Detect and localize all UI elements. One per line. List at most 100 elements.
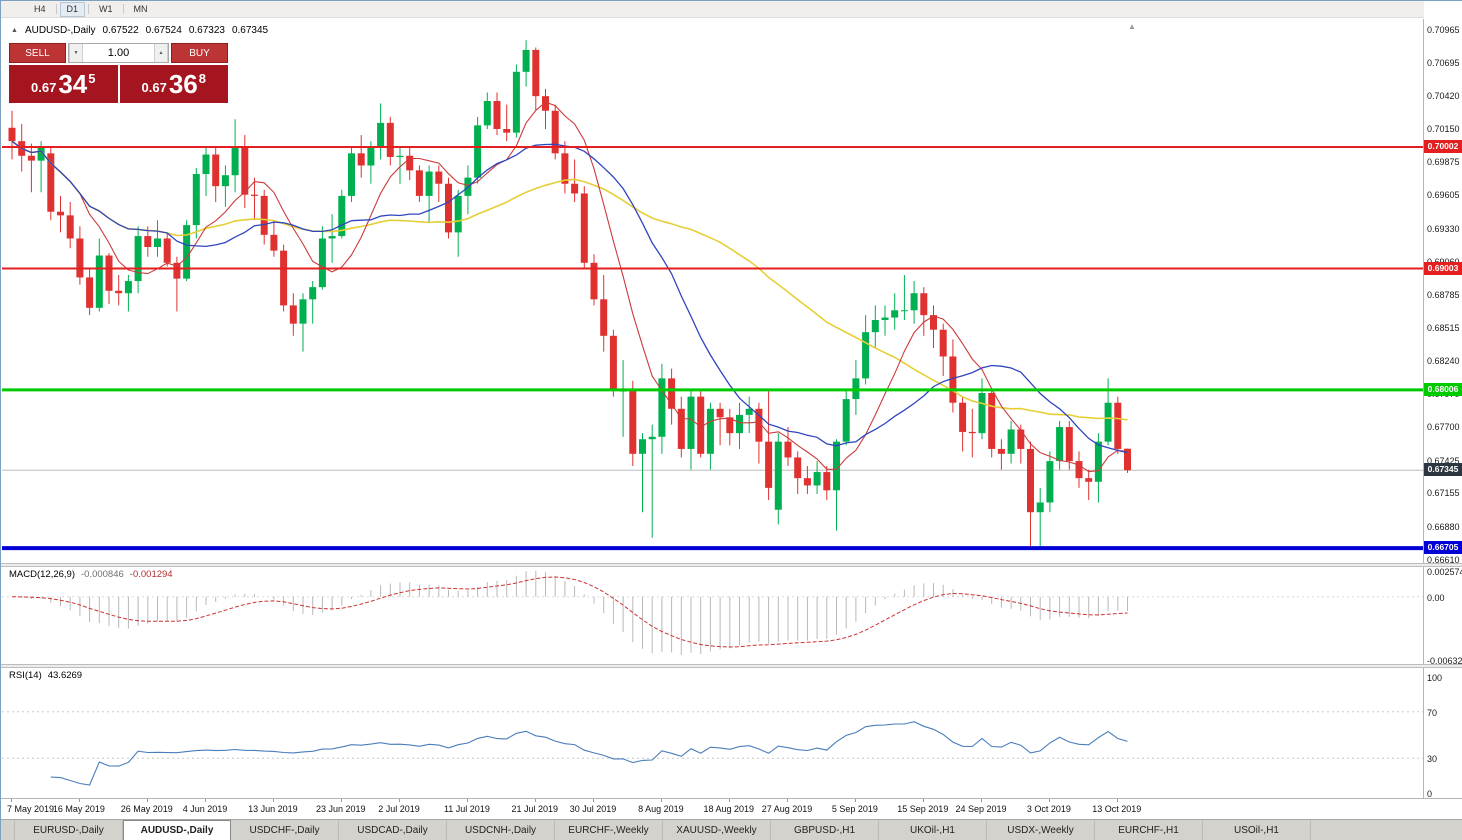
price-axis-label: 0.70695	[1427, 57, 1460, 68]
date-axis-tick	[854, 799, 856, 802]
chart-tab-ukoil[interactable]: UKOil-,H1	[879, 820, 987, 840]
chart-tab-eurusd[interactable]: EURUSD-,Daily	[15, 820, 123, 840]
buy-price-prefix: 0.67	[141, 80, 167, 95]
volume-up-icon: ▲	[158, 50, 164, 56]
date-axis-tick	[593, 799, 594, 802]
chart-tab-usdcad[interactable]: USDCAD-,Daily	[339, 820, 447, 840]
rsi-label: RSI(14) 43.6269	[9, 670, 82, 681]
toolbar-separator	[122, 4, 124, 14]
level-price-tag: 0.69003	[1424, 261, 1462, 275]
date-axis-tick	[78, 799, 80, 802]
chart-tab-gbpusd[interactable]: GBPUSD-,H1	[771, 820, 879, 840]
volume-stepper[interactable]: ▼ 1.00 ▲	[68, 43, 169, 63]
date-axis-label: 26 May 2019	[120, 804, 173, 814]
sell-price-prefix: 0.67	[31, 80, 57, 95]
ohlc-high: 0.67524	[145, 25, 182, 36]
date-axis-label: 13 Oct 2019	[1092, 804, 1142, 814]
buy-price-display[interactable]: 0.67 36 8	[119, 65, 228, 103]
volume-input[interactable]: 1.00	[107, 47, 130, 59]
tab-bar-corner	[1, 820, 15, 840]
price-chart[interactable]	[2, 19, 1423, 563]
date-axis[interactable]: 7 May 2019 16 May 2019 26 May 2019 4 Jun 20…	[1, 798, 1462, 819]
date-axis-label: 11 Jul 2019	[443, 804, 490, 814]
chart-tab-bar: EURUSD-,Daily AUDUSD-,Daily USDCHF-,Daily U…	[1, 819, 1462, 840]
macd-axis-label: -0.006326	[1427, 655, 1462, 666]
rsi-panel-separator[interactable]	[1, 664, 1462, 668]
sell-price-display[interactable]: 0.67 34 5	[9, 65, 118, 103]
timeframe-buttons-group: H4 D1 W1 MN	[27, 1, 155, 17]
date-axis-label: 21 Jul 2019	[511, 804, 559, 814]
rsi-title: RSI(14)	[9, 670, 42, 681]
macd-axis-label: 0.002574	[1427, 567, 1462, 577]
chart-tab-xauusd[interactable]: XAUUSD-,Weekly	[663, 820, 771, 840]
price-axis-label: 0.70420	[1427, 91, 1460, 102]
price-axis-label: 0.69330	[1427, 223, 1460, 234]
macd-title: MACD(12,26,9)	[9, 569, 75, 580]
date-axis-tick	[399, 799, 400, 802]
expand-marker-icon: ▲	[11, 27, 18, 34]
macd-indicator-panel[interactable]	[2, 567, 1423, 664]
rsi-indicator-panel[interactable]	[2, 668, 1423, 798]
level-price-tag: 0.68006	[1424, 382, 1462, 396]
macd-panel-separator[interactable]	[1, 563, 1462, 567]
level-price-tag: 0.70002	[1424, 140, 1462, 153]
volume-decrease-button[interactable]: ▼	[69, 44, 83, 62]
chart-tab-eurchf[interactable]: EURCHF-,H1	[1095, 820, 1203, 840]
chart-symbol-label: AUDUSD-,Daily	[24, 25, 96, 36]
date-axis-label: 15 Sep 2019	[897, 804, 949, 814]
chart-tab-usdchf[interactable]: USDCHF-,Daily	[231, 820, 339, 840]
ohlc-open: 0.67522	[102, 25, 139, 36]
ohlc-low: 0.67323	[188, 25, 225, 36]
rsi-axis-label: 100	[1427, 673, 1443, 683]
timeframe-button-d1[interactable]: D1	[59, 1, 86, 17]
buy-price-pipette: 8	[198, 70, 206, 86]
chart-shift-marker-icon[interactable]: ▲	[1128, 22, 1136, 31]
date-axis-label: 27 Aug 2019	[761, 804, 813, 814]
macd-axis-label: 0.00	[1427, 592, 1445, 603]
chart-tab-usoil[interactable]: USOil-,H1	[1203, 820, 1311, 840]
timeframe-button-h4[interactable]: H4	[27, 2, 53, 17]
date-axis-tick	[11, 799, 12, 802]
price-axis-label: 0.66880	[1427, 521, 1460, 532]
sell-button[interactable]: SELL	[9, 43, 66, 63]
ohlc-close: 0.67345	[231, 25, 269, 36]
date-axis-tick	[1116, 799, 1118, 802]
price-axis-label: 0.67700	[1427, 422, 1460, 433]
buy-button[interactable]: BUY	[171, 43, 228, 63]
chart-tab-usdx[interactable]: USDX-,Weekly	[987, 820, 1095, 840]
date-axis-label: 13 Jun 2019	[248, 804, 298, 814]
chart-tab-usdcnh[interactable]: USDCNH-,Daily	[447, 820, 555, 840]
price-axis-label: 0.67425	[1427, 455, 1460, 466]
date-axis-tick	[272, 799, 274, 802]
price-axis-label: 0.70150	[1427, 123, 1460, 134]
date-axis-label: 30 Jul 2019	[569, 804, 617, 814]
macd-main-value: -0.000846	[81, 569, 124, 580]
timeframe-button-mn[interactable]: MN	[127, 2, 155, 17]
date-axis-tick	[534, 799, 536, 802]
price-axis-label: 0.70965	[1427, 24, 1460, 35]
date-axis-tick	[340, 799, 342, 802]
rsi-axis-label: 0	[1427, 789, 1433, 799]
date-axis-label: 7 May 2019	[7, 804, 55, 814]
chart-tab-audusd[interactable]: AUDUSD-,Daily	[123, 820, 231, 840]
chart-tab-eurchf[interactable]: EURCHF-,Weekly	[555, 820, 663, 840]
date-axis-tick	[205, 799, 206, 802]
date-axis-label: 4 Jun 2019	[182, 804, 228, 814]
price-axis-label: 0.69875	[1427, 157, 1460, 168]
toolbar-separator	[55, 4, 57, 14]
price-axis-label: 0.68515	[1427, 322, 1460, 333]
price-axis-label: 0.66610	[1427, 554, 1460, 565]
sell-price-pipette: 5	[88, 70, 96, 86]
trade-panel-controls-row: SELL ▼ 1.00 ▲ BUY	[9, 43, 228, 63]
chart-ohlc-header: ▲ AUDUSD-,Daily 0.67522 0.67524 0.67323 …	[11, 25, 268, 36]
price-axis[interactable]: 0.70965 0.70695 0.70420 0.70150 0.69875 0.696…	[1424, 1, 1462, 840]
toolbar-separator	[88, 4, 90, 14]
price-axis-separator	[1423, 19, 1424, 798]
date-axis-tick	[1048, 799, 1050, 802]
sell-price-big-digits: 34	[58, 69, 88, 99]
macd-label: MACD(12,26,9) -0.000846 -0.001294	[9, 569, 173, 580]
timeframe-button-w1[interactable]: W1	[92, 2, 120, 17]
volume-increase-button[interactable]: ▲	[154, 44, 168, 62]
date-axis-label: 2 Jul 2019	[378, 804, 420, 814]
